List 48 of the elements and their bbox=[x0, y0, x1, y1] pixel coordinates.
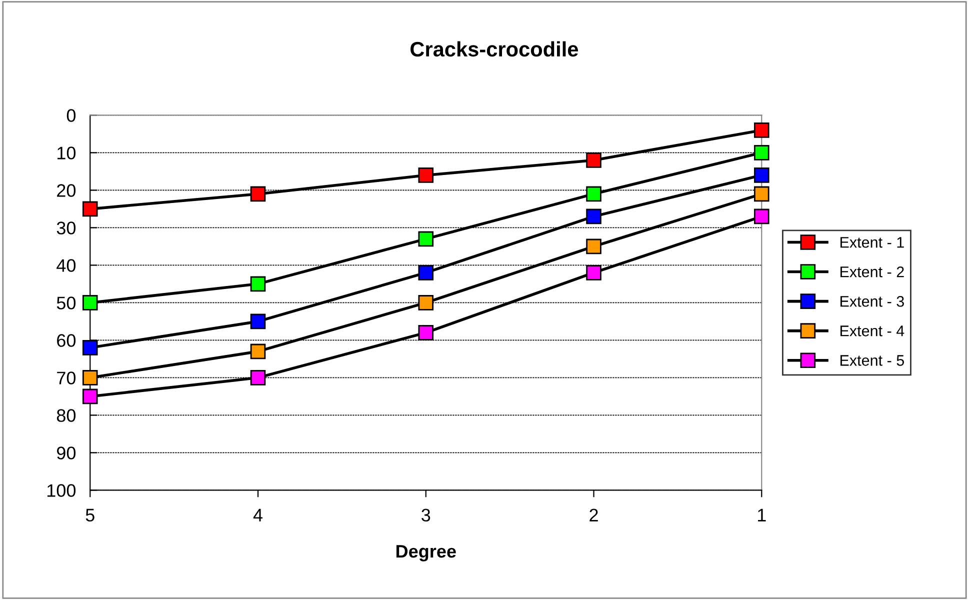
x-tick-label: 5 bbox=[86, 508, 94, 522]
chart-title: Cracks-crocodile bbox=[410, 41, 578, 57]
y-tick-label: 90 bbox=[56, 446, 76, 460]
point bbox=[418, 231, 434, 247]
legend-label: Extent - 1 bbox=[840, 237, 904, 248]
y-tick-label: 70 bbox=[57, 372, 76, 384]
y-tick-label: 50 bbox=[56, 296, 76, 310]
y-tick-label: 20 bbox=[57, 184, 76, 197]
point bbox=[754, 186, 770, 202]
point bbox=[82, 201, 98, 217]
x-axis-title: Degree bbox=[396, 545, 456, 562]
point bbox=[82, 295, 98, 310]
legend-label: Extent - 2 bbox=[840, 266, 904, 278]
point bbox=[418, 325, 434, 340]
point bbox=[586, 152, 602, 168]
point bbox=[586, 265, 602, 280]
y-tick-label: 80 bbox=[56, 409, 76, 422]
point bbox=[82, 388, 98, 404]
point bbox=[250, 276, 266, 292]
x-tick-label: 3 bbox=[422, 508, 430, 522]
point bbox=[418, 168, 434, 183]
y-tick-label: 100 bbox=[47, 484, 76, 497]
point bbox=[250, 186, 266, 202]
x-tick-label: 2 bbox=[590, 508, 598, 522]
point bbox=[250, 344, 266, 360]
point bbox=[586, 186, 602, 202]
x-tick-label: 4 bbox=[253, 508, 262, 522]
y-tick-label: 30 bbox=[56, 222, 76, 234]
y-tick-label: 0 bbox=[66, 109, 76, 122]
point bbox=[754, 122, 770, 138]
point bbox=[754, 168, 770, 183]
y-tick-label: 60 bbox=[57, 334, 76, 347]
legend-label: Extent - 5 bbox=[840, 355, 904, 366]
point bbox=[250, 370, 266, 386]
y-tick-label: 10 bbox=[58, 146, 76, 160]
point bbox=[754, 208, 770, 224]
point bbox=[82, 340, 98, 356]
legend-label: Extent - 4 bbox=[840, 326, 904, 336]
point bbox=[418, 265, 434, 280]
legend-label: Extent - 3 bbox=[840, 296, 904, 307]
point bbox=[586, 238, 602, 254]
x-tick-label: 1 bbox=[758, 508, 766, 522]
point bbox=[586, 208, 602, 224]
y-tick-label: 40 bbox=[56, 259, 76, 272]
point bbox=[754, 145, 770, 160]
point bbox=[418, 295, 434, 310]
point bbox=[250, 314, 266, 330]
point bbox=[82, 370, 98, 386]
